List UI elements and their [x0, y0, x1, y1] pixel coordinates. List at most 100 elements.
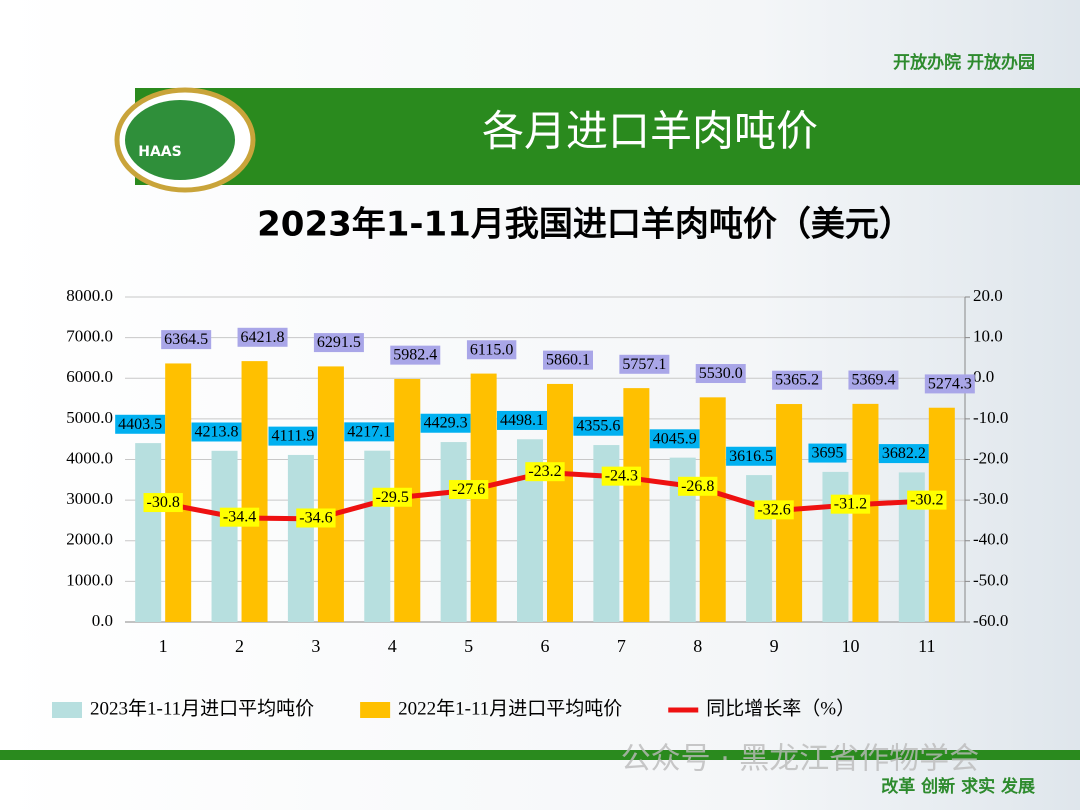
- data-label-text: -26.8: [681, 478, 714, 495]
- data-label-text: 4111.9: [272, 428, 315, 445]
- data-label: 5369.4: [848, 370, 899, 390]
- data-label: 6291.5: [313, 333, 364, 353]
- label-box: [543, 350, 593, 370]
- header-bar: [135, 88, 1080, 185]
- bar: [547, 383, 573, 622]
- y-tick-label: 0.0: [92, 611, 113, 630]
- label-box: [143, 493, 183, 513]
- data-label-text: -31.2: [834, 496, 867, 513]
- label-box: [619, 354, 670, 374]
- label-box: [420, 413, 471, 433]
- data-label: 4111.9: [268, 426, 318, 446]
- label-box: [115, 414, 166, 434]
- data-label: -34.6: [296, 508, 336, 528]
- y2-tick-label: 0.0: [973, 367, 994, 386]
- y2-tick-label: 10.0: [973, 327, 1003, 346]
- y-tick-label: 8000.0: [66, 286, 113, 305]
- data-label-text: 5365.2: [775, 372, 819, 389]
- header-title: 各月进口羊肉吨价: [482, 107, 818, 156]
- label-box: [344, 422, 395, 442]
- data-label: 4498.1: [497, 410, 547, 430]
- data-label-text: 4403.5: [118, 416, 162, 433]
- bar: [699, 397, 726, 622]
- label-box: [772, 370, 823, 390]
- x-tick-label: 8: [693, 636, 702, 656]
- y-tick-label: 7000.0: [66, 327, 113, 346]
- data-label-text: 5757.1: [622, 356, 666, 373]
- data-label-text: 5860.1: [546, 352, 590, 369]
- label-box: [191, 422, 242, 442]
- legend-label: 同比增长率（%）: [706, 697, 855, 719]
- legend-label: 2022年1-11月进口平均吨价: [398, 697, 622, 719]
- data-label-text: 5982.4: [393, 347, 437, 364]
- legend-swatch: [52, 702, 82, 718]
- data-label: -24.3: [601, 466, 642, 486]
- data-label-text: -32.6: [757, 501, 790, 518]
- data-label: 3616.5: [726, 446, 777, 466]
- x-tick-label: 7: [617, 636, 626, 656]
- data-label: 4355.6: [573, 416, 624, 436]
- data-label: -29.5: [372, 487, 412, 507]
- data-label: 4403.5: [115, 414, 166, 434]
- data-label-text: -30.2: [910, 492, 943, 509]
- bar: [440, 442, 467, 622]
- data-label: 5530.0: [695, 364, 746, 384]
- label-box: [573, 416, 624, 436]
- bar: [241, 361, 268, 622]
- data-label-text: 3695: [811, 445, 843, 462]
- bar: [287, 454, 314, 622]
- x-tick-label: 4: [388, 636, 397, 656]
- data-label-text: -29.5: [376, 489, 409, 506]
- legend-label: 2023年1-11月进口平均吨价: [90, 697, 314, 719]
- label-box: [525, 462, 565, 482]
- data-label-text: -23.2: [528, 463, 561, 480]
- data-label-text: 4498.1: [500, 412, 544, 429]
- data-label-text: 6421.8: [241, 329, 285, 346]
- label-box: [678, 476, 718, 496]
- data-label-text: -34.6: [299, 509, 332, 526]
- bar: [623, 388, 650, 622]
- bar: [211, 450, 238, 622]
- y-tick-label: 1000.0: [66, 570, 113, 589]
- data-label: 5860.1: [543, 350, 593, 370]
- data-label-text: -27.6: [452, 481, 485, 498]
- x-tick-label: 6: [541, 636, 550, 656]
- data-label: 5365.2: [772, 370, 823, 390]
- label-box: [497, 410, 547, 430]
- data-label: 4429.3: [420, 413, 471, 433]
- bar: [135, 443, 162, 622]
- y2-tick-label: -60.0: [973, 611, 1008, 630]
- label-box: [830, 494, 871, 514]
- data-label: 5274.3: [924, 374, 975, 394]
- data-label-text: 6115.0: [470, 341, 513, 358]
- bar: [746, 475, 773, 622]
- label-box: [161, 330, 212, 350]
- slogan-bottom: 改革 创新 求实 发展: [881, 776, 1035, 797]
- y2-tick-label: -10.0: [973, 408, 1008, 427]
- data-label: -30.8: [143, 493, 183, 513]
- data-label: 4213.8: [191, 422, 242, 442]
- data-label: -23.2: [525, 462, 565, 482]
- data-label: -26.8: [678, 476, 718, 496]
- bar: [317, 366, 344, 622]
- data-label-text: 4045.9: [653, 430, 697, 447]
- bar: [822, 471, 849, 622]
- y-tick-label: 3000.0: [66, 489, 113, 508]
- x-tick-label: 11: [918, 636, 935, 656]
- label-box: [649, 429, 700, 449]
- data-label-text: 3616.5: [729, 448, 773, 465]
- label-box: [219, 507, 260, 527]
- logo-text: HAAS: [138, 144, 181, 160]
- data-label: 4217.1: [344, 422, 395, 442]
- label-box: [448, 480, 489, 500]
- x-tick-label: 1: [159, 636, 168, 656]
- data-label: 6364.5: [161, 330, 212, 350]
- x-tick-label: 5: [464, 636, 473, 656]
- data-label: -32.6: [754, 500, 794, 520]
- data-label-text: -30.8: [147, 494, 180, 511]
- chart-title: 2023年1-11月我国进口羊肉吨价（美元）: [257, 205, 913, 245]
- y2-tick-label: -20.0: [973, 448, 1008, 467]
- label-box: [848, 370, 899, 390]
- bar: [928, 407, 955, 622]
- label-box: [237, 327, 288, 347]
